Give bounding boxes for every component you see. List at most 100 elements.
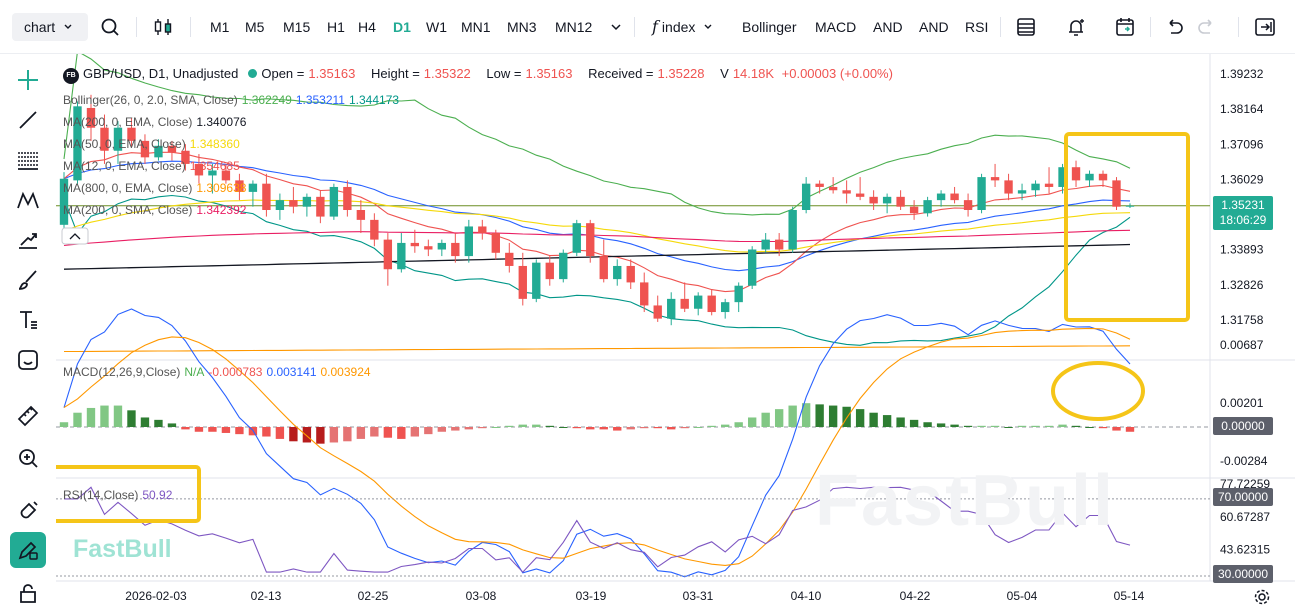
timeframe-m5[interactable]: M5 <box>245 19 265 35</box>
macd-histogram-bar <box>289 427 298 442</box>
date-axis-label: 03-31 <box>683 589 714 603</box>
candle-body <box>977 177 986 211</box>
calendar-replay-icon[interactable] <box>1111 13 1139 41</box>
market-open-dot <box>248 69 258 78</box>
last-price: 1.35231 <box>1221 198 1265 212</box>
rsi-axis-label: 60.67287 <box>1220 510 1270 524</box>
timeframe-m15[interactable]: M15 <box>283 19 311 35</box>
candle-body <box>424 246 433 250</box>
emoji-tool[interactable] <box>10 342 46 378</box>
candle-body <box>289 200 298 207</box>
timeframe-h1[interactable]: H1 <box>327 19 345 35</box>
candle-body <box>936 193 946 201</box>
layout-icon[interactable] <box>1012 13 1040 41</box>
timeframe-h4[interactable]: H4 <box>358 19 376 35</box>
alert-icon[interactable] <box>1062 13 1090 41</box>
candle-body <box>774 239 784 250</box>
candle-body <box>275 200 285 211</box>
zoom-tool[interactable] <box>10 440 46 476</box>
macd-histogram-bar <box>747 417 757 427</box>
macd-histogram-bar <box>451 427 460 431</box>
measure-tool[interactable] <box>10 398 46 434</box>
indicator-legend-row[interactable]: MA(12, 0, EMA, Close) 1.354685 <box>63 159 244 173</box>
macd-line-value: 0.003141 <box>266 365 317 379</box>
indicators-button[interactable]: f index <box>652 13 713 41</box>
lock-drawing-tool[interactable] <box>10 532 46 568</box>
close-label: Received = <box>588 66 654 81</box>
macd-histogram-bar <box>774 409 784 427</box>
timeframe-mn1[interactable]: MN1 <box>461 19 491 35</box>
indicator-label: MA(200, 0, SMA, Close) <box>63 203 193 217</box>
timeframe-mn12[interactable]: MN12 <box>555 19 593 35</box>
undo-icon[interactable] <box>1160 13 1188 41</box>
candle-body <box>869 196 878 204</box>
study-bollinger[interactable]: Bollinger <box>742 19 797 35</box>
fastbull-logo: FastBull <box>73 535 172 563</box>
study-and[interactable]: AND <box>873 19 903 35</box>
price-axis-label: 1.32826 <box>1220 278 1264 292</box>
high-value: 1.35322 <box>423 66 471 81</box>
open-label: Open = <box>261 66 305 81</box>
macd-line <box>63 308 1131 578</box>
chevron-down-icon[interactable] <box>602 13 630 41</box>
macd-histogram-bar <box>869 412 878 427</box>
macd-histogram-bar <box>140 417 150 427</box>
indicator-legend-row[interactable]: MA(50, 0, EMA, Close) 1.348360 <box>63 137 244 151</box>
forecast-tool[interactable] <box>10 222 46 258</box>
candle-body <box>329 186 339 217</box>
candle-body <box>518 265 527 299</box>
macd-histogram-bar <box>1058 424 1067 427</box>
indicator-legend-row[interactable]: MA(800, 0, EMA, Close) 1.309638 <box>63 181 250 195</box>
candle-body <box>1004 180 1013 194</box>
fib-tool[interactable] <box>10 142 46 178</box>
chart-canvas[interactable]: 1.392321.381641.370961.360291.349611.338… <box>56 54 1295 611</box>
search-icon[interactable] <box>96 13 124 41</box>
text-tool[interactable] <box>10 302 46 338</box>
macd-histogram-bar <box>640 427 649 429</box>
pattern-tool[interactable] <box>10 182 46 218</box>
timeframe-m1[interactable]: M1 <box>210 19 230 35</box>
macd-histogram-bar <box>950 424 959 427</box>
timeframe-mn3[interactable]: MN3 <box>507 19 537 35</box>
macd-histogram-bar <box>977 425 986 427</box>
macd-histogram-bar <box>154 419 163 427</box>
magnet-tool[interactable] <box>10 493 46 529</box>
indicator-legend-row[interactable]: Bollinger(26, 0, 2.0, SMA, Close) 1.36224… <box>63 93 403 107</box>
lock-tool[interactable] <box>10 575 46 611</box>
macd-legend: MACD(12,26,9,Close) N/A -0.000783 0.003141 0… <box>63 365 375 379</box>
macd-histogram-bar <box>559 427 568 428</box>
study-macd[interactable]: MACD <box>815 19 857 35</box>
macd-histogram-bar <box>235 427 244 435</box>
fib-lines-icon <box>18 152 38 170</box>
timeframe-d1[interactable]: D1 <box>393 19 411 35</box>
open-value: 1.35163 <box>308 66 356 81</box>
chart-type-select[interactable]: chart <box>12 13 88 41</box>
ohlc-legend: FB GBP/USD, D1, Unadjusted Open = 1.35163 H… <box>63 66 897 84</box>
macd-histogram-bar <box>262 427 271 437</box>
macd-histogram-bar <box>667 427 676 430</box>
macd-histogram-bar <box>73 412 82 427</box>
macd-histogram-bar <box>1071 425 1081 427</box>
indicator-label: Bollinger(26, 0, 2.0, SMA, Close) <box>63 93 238 107</box>
indicator-legend-row[interactable]: MA(200, 0, EMA, Close) 1.340076 <box>63 115 250 129</box>
macd-histogram-bar <box>801 403 811 427</box>
study-rsi[interactable]: RSI <box>965 19 989 35</box>
trend-line-tool[interactable] <box>10 102 46 138</box>
macd-histogram-bar <box>316 427 325 444</box>
candle-body <box>1071 167 1081 181</box>
collapse-legend-button[interactable] <box>61 227 89 245</box>
settings-icon[interactable] <box>1253 588 1271 606</box>
indicator-legend-row[interactable]: MA(200, 0, SMA, Close) 1.342392 <box>63 203 250 217</box>
candle-body <box>707 295 716 313</box>
crosshair-tool[interactable] <box>10 62 46 98</box>
macd-histogram-bar <box>410 427 420 437</box>
timeframe-w1[interactable]: W1 <box>426 19 447 35</box>
macd-histogram-bar <box>1017 425 1027 427</box>
brush-tool[interactable] <box>10 262 46 298</box>
redo-icon[interactable] <box>1193 13 1221 41</box>
symbol-title[interactable]: GBP/USD, D1, Unadjusted <box>83 66 239 81</box>
candle-body <box>680 298 689 309</box>
fullscreen-exit-icon[interactable] <box>1251 13 1279 41</box>
study-and[interactable]: AND <box>919 19 949 35</box>
candlestick-icon[interactable] <box>149 13 177 41</box>
